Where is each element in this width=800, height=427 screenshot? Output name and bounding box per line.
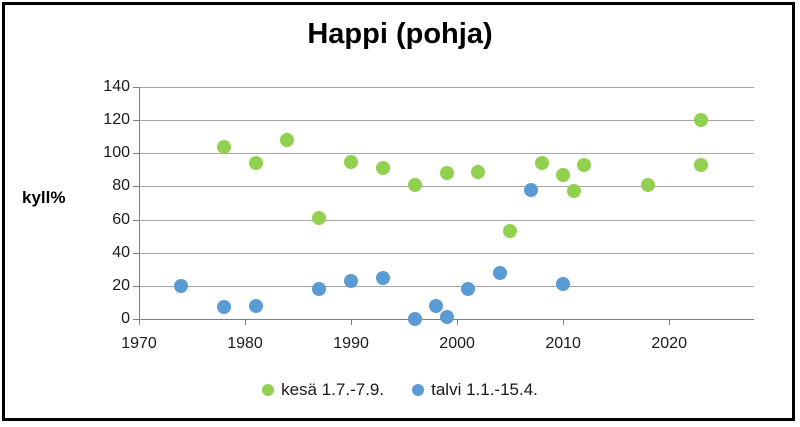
y-tick-label-60: 60 [112, 210, 130, 228]
y-tick-label-140: 140 [103, 78, 130, 95]
legend-label: talvi 1.1.-15.4. [431, 380, 538, 399]
data-point-kesa-2011 [566, 184, 581, 199]
gridline-y-140 [139, 87, 754, 88]
data-point-kesa-2023 [693, 157, 708, 172]
data-point-talvi-1978 [216, 300, 231, 315]
x-tick-label-2000: 2000 [439, 335, 475, 352]
chart-frame [2, 2, 795, 421]
legend-label: kesä 1.7.-7.9. [281, 380, 385, 399]
x-tick-1970 [139, 319, 140, 325]
y-tick-100 [133, 153, 139, 155]
data-point-talvi-1999 [439, 310, 454, 325]
data-point-kesa-1993 [375, 161, 390, 176]
y-tick-20 [133, 285, 139, 287]
data-point-talvi-1981 [248, 298, 263, 313]
y-tick-40 [133, 252, 139, 254]
y-tick-0 [133, 319, 139, 320]
data-point-talvi-1996 [407, 312, 422, 326]
y-tick-80 [133, 186, 139, 188]
gridline-y-40 [139, 252, 754, 254]
y-tick-140 [133, 87, 139, 88]
data-point-kesa-1984 [280, 133, 295, 148]
data-point-kesa-2023 [693, 113, 708, 128]
legend-item-talvi: talvi 1.1.-15.4. [412, 380, 538, 400]
x-tick-1990 [351, 319, 353, 325]
data-point-talvi-2004 [492, 265, 507, 280]
legend-marker-icon [262, 384, 275, 396]
x-tick-2020 [669, 319, 671, 325]
chart-title: Happi (pohja) [307, 18, 493, 50]
gridline-y-60 [139, 219, 754, 221]
data-point-kesa-2012 [577, 157, 592, 172]
x-tick-1980 [245, 319, 247, 325]
x-tick-label-1990: 1990 [333, 335, 369, 352]
gridline-y-100 [139, 153, 754, 155]
data-point-kesa-2018 [640, 177, 655, 192]
x-tick-label-1980: 1980 [227, 335, 263, 352]
data-point-kesa-1999 [439, 166, 454, 181]
x-tick-label-2020: 2020 [651, 335, 687, 352]
legend-item-kesa: kesä 1.7.-7.9. [262, 380, 384, 400]
x-tick-2000 [457, 319, 459, 325]
y-tick-120 [133, 120, 139, 122]
y-axis-line [139, 87, 140, 325]
data-point-talvi-2001 [460, 282, 475, 297]
data-point-kesa-1987 [312, 210, 327, 225]
data-point-talvi-1974 [174, 278, 189, 293]
data-point-kesa-2005 [503, 224, 518, 239]
data-point-kesa-1981 [248, 156, 263, 171]
data-point-talvi-1990 [344, 273, 359, 288]
x-tick-2010 [563, 319, 565, 325]
legend: kesä 1.7.-7.9. talvi 1.1.-15.4. [0, 380, 800, 400]
data-point-talvi-1993 [375, 270, 390, 285]
y-tick-label-120: 120 [103, 111, 130, 129]
data-point-talvi-1987 [312, 282, 327, 297]
y-tick-label-80: 80 [112, 177, 130, 195]
data-point-kesa-2002 [471, 164, 486, 179]
x-tick-label-1970: 1970 [121, 335, 157, 352]
data-point-kesa-2008 [534, 156, 549, 171]
y-tick-label-20: 20 [112, 276, 130, 294]
y-tick-60 [133, 219, 139, 221]
data-point-kesa-1978 [216, 139, 231, 154]
data-point-kesa-1996 [407, 177, 422, 192]
data-point-talvi-1998 [428, 298, 443, 313]
y-axis-label: kyll% [22, 188, 66, 207]
data-point-talvi-2010 [556, 277, 571, 292]
gridline-y-120 [139, 120, 754, 122]
y-tick-label-100: 100 [103, 144, 130, 162]
y-tick-label-0: 0 [121, 310, 130, 327]
x-tick-label-2010: 2010 [545, 335, 581, 352]
data-point-kesa-1990 [344, 154, 359, 169]
y-tick-label-40: 40 [112, 243, 130, 261]
data-point-talvi-2007 [524, 182, 539, 197]
legend-marker-icon [412, 384, 425, 396]
data-point-kesa-2010 [556, 167, 571, 182]
gridline-y-80 [139, 186, 754, 188]
gridline-y-20 [139, 285, 754, 287]
